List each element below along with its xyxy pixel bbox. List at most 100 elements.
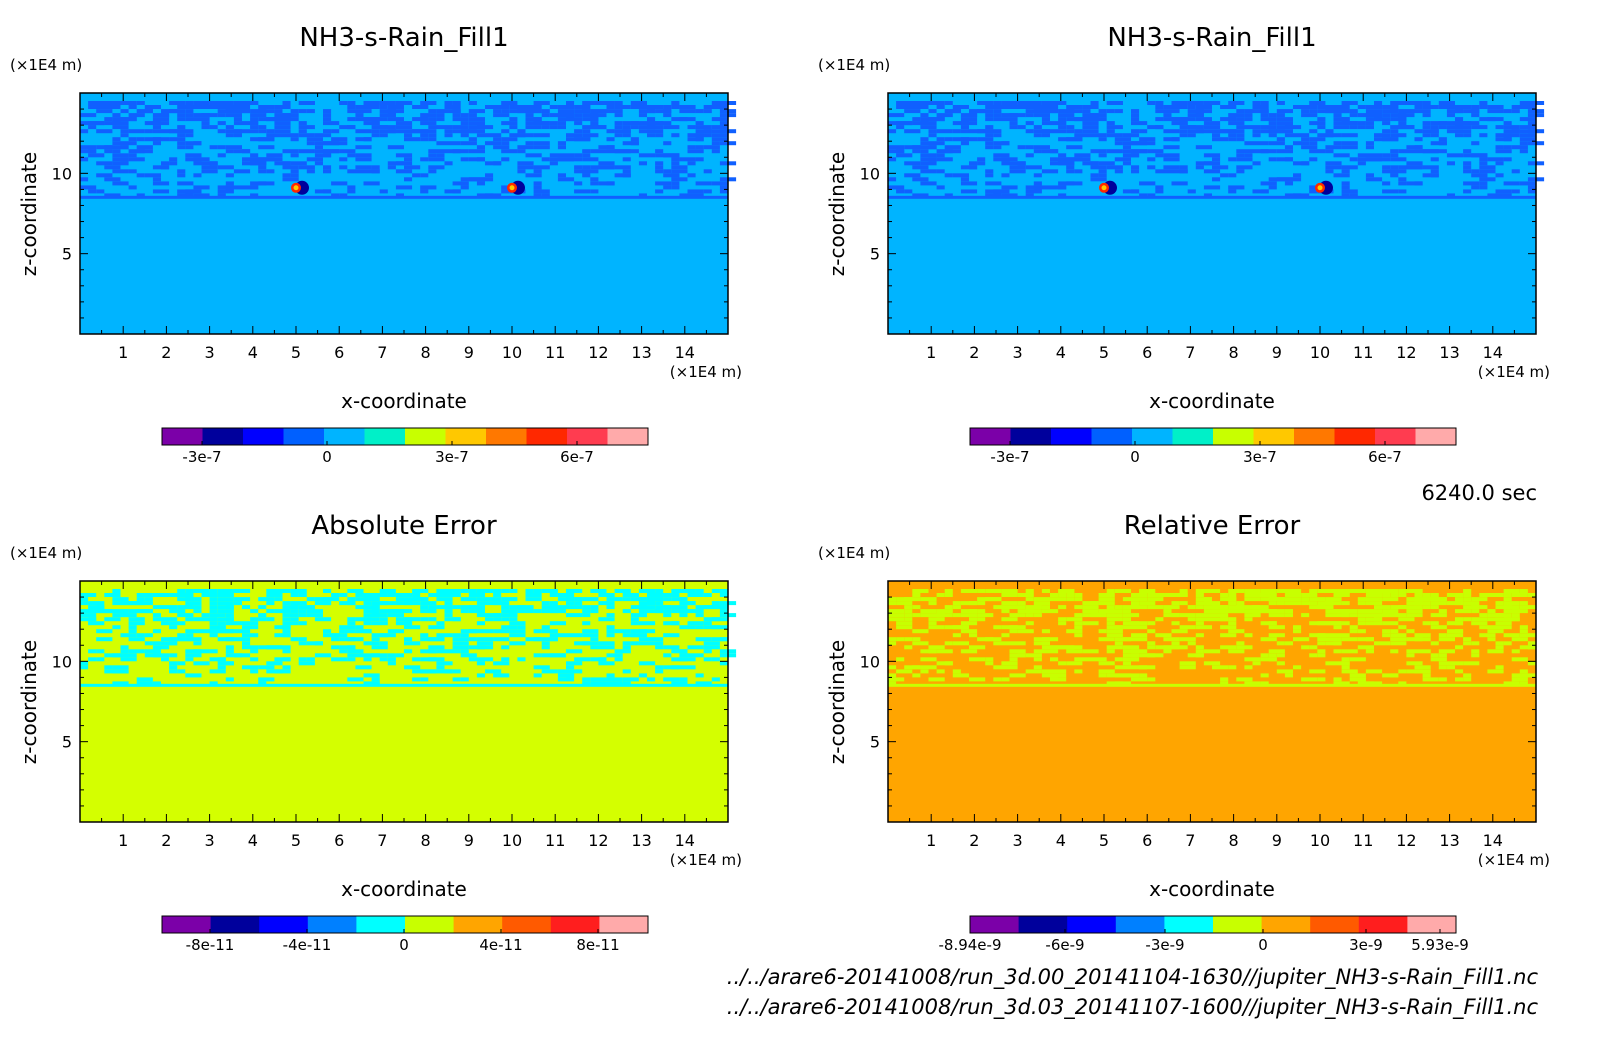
field-cell bbox=[1082, 649, 1099, 654]
field-cell bbox=[1090, 657, 1107, 662]
field-cell bbox=[120, 657, 137, 662]
field-cell bbox=[1244, 117, 1253, 122]
field-cell bbox=[1301, 137, 1310, 142]
field-cell bbox=[1406, 125, 1415, 130]
field-cell bbox=[1293, 629, 1302, 634]
field-cell bbox=[1268, 121, 1277, 126]
field-cell bbox=[1228, 129, 1245, 134]
field-cell bbox=[169, 161, 178, 166]
field-cell bbox=[395, 653, 404, 658]
layer-boundary bbox=[888, 195, 1536, 199]
field-cell bbox=[404, 665, 421, 670]
colorbar-tick-label: 4e-11 bbox=[479, 936, 522, 954]
field-cell bbox=[928, 157, 937, 162]
field-cell bbox=[888, 113, 905, 118]
field-cell bbox=[687, 189, 704, 194]
colorbar-tick-label: -8e-11 bbox=[186, 936, 235, 954]
field-cell bbox=[1131, 633, 1148, 638]
field-cell bbox=[282, 177, 299, 182]
field-cell bbox=[501, 185, 510, 190]
field-cell bbox=[1212, 601, 1221, 606]
field-cell bbox=[582, 165, 591, 170]
field-cell bbox=[250, 657, 259, 662]
field-cell bbox=[1519, 141, 1528, 146]
field-cell bbox=[1333, 105, 1350, 109]
field-cell bbox=[460, 609, 469, 614]
field-cell bbox=[1098, 637, 1115, 642]
field-cell bbox=[460, 133, 469, 138]
field-cell bbox=[1422, 101, 1431, 105]
field-cell bbox=[169, 661, 178, 666]
field-cell bbox=[1430, 173, 1439, 178]
field-cell bbox=[1487, 617, 1496, 622]
field-cell bbox=[250, 193, 259, 198]
field-cell bbox=[1390, 149, 1399, 154]
field-cell bbox=[541, 109, 550, 114]
field-cell bbox=[1131, 665, 1148, 670]
field-cell bbox=[566, 153, 575, 158]
field-cell bbox=[128, 105, 137, 109]
field-cell bbox=[1179, 129, 1188, 134]
field-cell bbox=[420, 597, 429, 602]
colorbar-frame bbox=[161, 915, 649, 934]
field-cell bbox=[630, 121, 639, 126]
field-cell bbox=[1268, 649, 1285, 654]
field-cell bbox=[622, 669, 631, 674]
field-cell bbox=[185, 653, 202, 658]
field-cell bbox=[233, 117, 242, 122]
field-cell bbox=[120, 125, 129, 130]
field-cell bbox=[468, 113, 477, 118]
colorbar-swatch bbox=[550, 916, 600, 933]
field-cell bbox=[201, 165, 218, 170]
field-cell bbox=[541, 125, 550, 130]
field-cell bbox=[1503, 145, 1512, 150]
field-cell bbox=[1236, 645, 1253, 650]
field-cell bbox=[1309, 101, 1326, 105]
field-cell bbox=[1341, 637, 1358, 642]
field-cell bbox=[96, 121, 105, 126]
colorbar-swatch bbox=[324, 428, 365, 445]
field-cell bbox=[1527, 121, 1536, 126]
field-cell bbox=[1471, 649, 1480, 654]
field-cell bbox=[566, 589, 583, 593]
field-cell bbox=[912, 589, 929, 593]
field-cell bbox=[1325, 597, 1342, 602]
field-cell bbox=[928, 601, 937, 606]
field-cell bbox=[671, 605, 688, 610]
field-cell bbox=[590, 637, 599, 642]
field-cell bbox=[566, 157, 583, 162]
field-cell bbox=[468, 129, 485, 134]
field-cell bbox=[1252, 661, 1261, 666]
field-cell bbox=[888, 597, 897, 602]
x-tick-label: 13 bbox=[631, 343, 651, 362]
field-cell bbox=[582, 629, 599, 634]
field-cell bbox=[323, 597, 340, 602]
field-cell bbox=[152, 181, 170, 186]
field-cell bbox=[912, 101, 921, 105]
field-cell bbox=[452, 617, 461, 622]
colorbar-swatch bbox=[1132, 428, 1173, 445]
field-cell bbox=[1463, 161, 1472, 166]
field-cell bbox=[1139, 149, 1148, 154]
field-cell bbox=[347, 109, 364, 114]
field-cell bbox=[1147, 677, 1156, 682]
field-cell bbox=[217, 617, 234, 622]
field-cell bbox=[622, 677, 639, 682]
field-cell bbox=[574, 129, 583, 134]
field-cell bbox=[703, 641, 720, 646]
field-cell bbox=[1341, 165, 1358, 170]
field-cell bbox=[493, 601, 510, 606]
field-cell bbox=[993, 153, 1010, 158]
field-cell bbox=[355, 145, 372, 150]
field-cell bbox=[1090, 149, 1107, 154]
field-cell bbox=[1082, 129, 1091, 134]
field-cell bbox=[1033, 145, 1050, 150]
field-cell bbox=[112, 105, 121, 109]
field-cell bbox=[920, 125, 929, 130]
field-cell bbox=[1406, 113, 1415, 118]
field-cell bbox=[1074, 657, 1091, 662]
field-cell bbox=[152, 681, 161, 686]
field-cell bbox=[1382, 105, 1399, 109]
field-cell bbox=[323, 121, 340, 126]
field-cell bbox=[120, 645, 129, 650]
